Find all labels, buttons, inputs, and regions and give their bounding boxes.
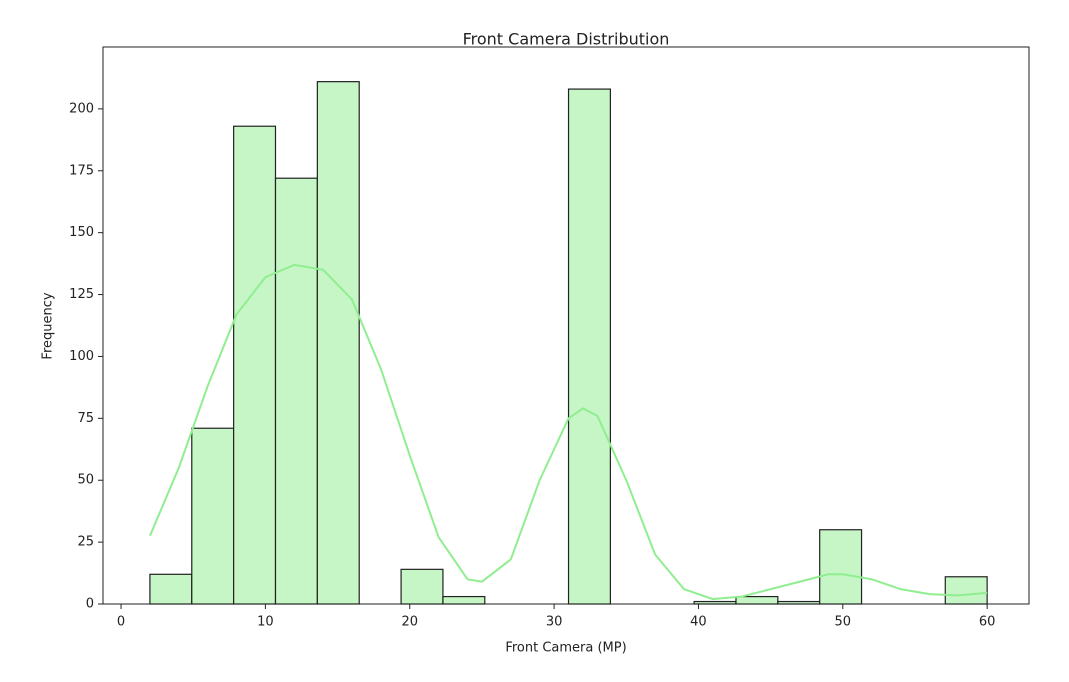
y-tick-label: 100 (69, 349, 94, 364)
y-axis-label: Frequency (41, 292, 56, 359)
y-tick-label: 175 (69, 163, 94, 178)
x-tick-label: 60 (979, 615, 996, 630)
x-tick-label: 50 (835, 615, 852, 630)
kde-line (148, 263, 988, 601)
y-tick-label: 75 (77, 411, 94, 426)
y-tick-label: 200 (69, 101, 94, 116)
bar (149, 573, 193, 605)
y-tick-label: 125 (69, 287, 94, 302)
bar (944, 576, 988, 605)
bar (567, 88, 611, 605)
y-tick-label: 0 (86, 597, 94, 612)
x-axis-label: Front Camera (MP) (505, 641, 626, 656)
bar (191, 427, 235, 605)
x-tick-label: 10 (257, 615, 274, 630)
plot-frame (102, 46, 1030, 605)
bar (442, 595, 486, 605)
y-tick-label: 25 (77, 535, 94, 550)
x-tick-label: 40 (690, 615, 707, 630)
x-tick-label: 20 (401, 615, 418, 630)
bar (819, 529, 863, 605)
bar (735, 595, 779, 605)
bar (233, 125, 277, 605)
y-tick-label: 50 (77, 473, 94, 488)
y-tick-label: 150 (69, 225, 94, 240)
bar (316, 81, 360, 605)
x-tick-label: 0 (117, 615, 125, 630)
bar (400, 568, 444, 605)
x-tick-label: 30 (546, 615, 563, 630)
chart-title: Front Camera Distribution (463, 30, 670, 49)
bar (274, 177, 318, 605)
